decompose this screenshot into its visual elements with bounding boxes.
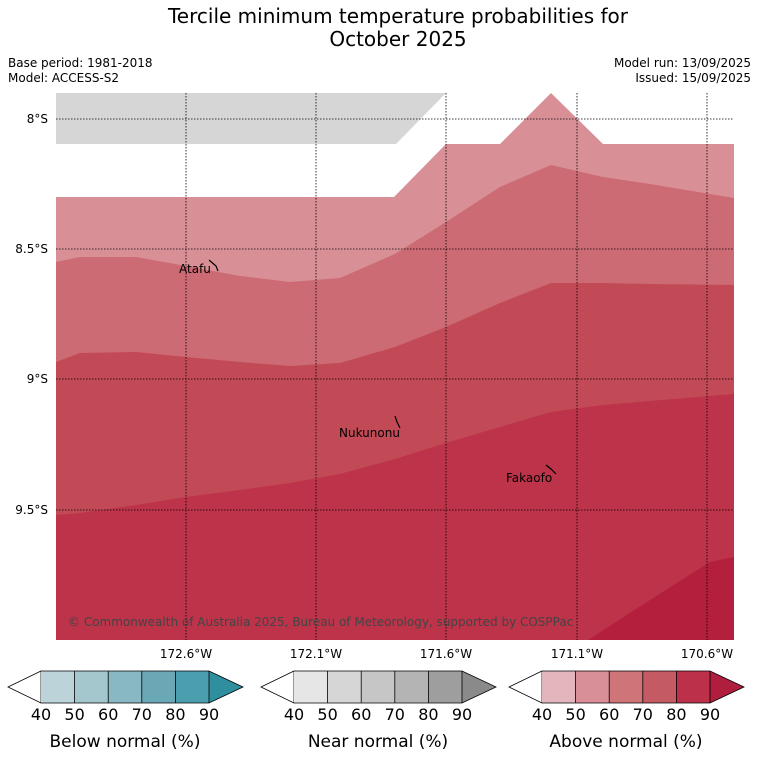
place-label-nukunonu: Nukunonu	[339, 426, 400, 440]
atoll-outlines	[208, 259, 557, 475]
colorbar-above-seg-2	[575, 671, 610, 703]
colorbar-above-label: Above normal (%)	[549, 732, 702, 752]
colorbar-near-seg-4	[394, 671, 429, 703]
title-line-1: Tercile minimum temperature probabilitie…	[167, 4, 629, 28]
model-run: Model run: 13/09/2025	[613, 56, 751, 70]
colorbar-below-seg-5	[175, 671, 209, 703]
colorbar-near-seg-1	[294, 671, 328, 703]
colorbar-near-tick-70: 70	[385, 705, 405, 724]
place-label-fakaofo: Fakaofo	[506, 471, 552, 485]
lat-axis-labels: 8°S 8.5°S 9°S 9.5°S	[15, 112, 48, 517]
chart-title: Tercile minimum temperature probabilitie…	[0, 5, 758, 51]
colorbar-below-tick-60: 60	[98, 705, 118, 724]
colorbar-below-tick-90: 90	[199, 705, 219, 724]
atafu-outline	[208, 259, 219, 272]
colorbar-below-tick-40: 40	[31, 705, 51, 724]
colorbar-above-tick-60: 60	[599, 705, 619, 724]
colorbar-near-seg-5	[428, 671, 462, 703]
colorbar-near-tick-60: 60	[351, 705, 371, 724]
meta-right: Model run: 13/09/2025 Issued: 15/09/2025	[614, 56, 751, 86]
lon-label-171-1w: 171.1°W	[551, 647, 603, 661]
colorbar-near-min-arrow	[260, 670, 295, 704]
place-label-atafu: Atafu	[179, 262, 211, 276]
lat-label-8s: 8°S	[27, 112, 48, 126]
colorbar-below-max-arrow	[209, 671, 243, 703]
colorbar-above-tick-70: 70	[633, 705, 653, 724]
colorbar-near-normal: 40 50 60 70 80 90 Near normal (%)	[260, 670, 497, 752]
colorbar-below-seg-3	[108, 671, 142, 703]
lat-label-8-5s: 8.5°S	[15, 242, 48, 256]
lat-label-9s: 9°S	[27, 372, 48, 386]
map-panel: Atafu Nukunonu Fakaofo © Commonwealth of…	[56, 93, 734, 640]
model-name: Model: ACCESS-S2	[8, 71, 120, 85]
colorbar-above-max-arrow	[710, 671, 744, 703]
colorbar-above-tick-50: 50	[565, 705, 585, 724]
colorbar-above-tick-40: 40	[532, 705, 552, 724]
colorbar-near-seg-2	[327, 671, 362, 703]
colorbar-near-tick-40: 40	[284, 705, 304, 724]
meta-left: Base period: 1981-2018 Model: ACCESS-S2	[8, 56, 153, 86]
colorbar-above-tick-80: 80	[666, 705, 686, 724]
colorbar-below-seg-2	[74, 671, 109, 703]
colorbar-above-seg-4	[642, 671, 677, 703]
colorbar-above-tick-90: 90	[700, 705, 720, 724]
colorbar-below-normal: 40 50 60 70 80 90 Below normal (%)	[7, 670, 244, 752]
issued-date: Issued: 15/09/2025	[635, 71, 751, 85]
title-line-2: October 2025	[329, 27, 467, 51]
colorbar-near-tick-90: 90	[452, 705, 472, 724]
band-above-80	[56, 394, 734, 640]
lon-axis-labels: 172.6°W 172.1°W 171.6°W 171.1°W 170.6°W	[160, 647, 733, 661]
base-period: Base period: 1981-2018	[8, 56, 153, 70]
colorbar-below-tick-80: 80	[165, 705, 185, 724]
colorbar-below-seg-1	[41, 671, 75, 703]
colorbar-above-normal: 40 50 60 70 80 90 Above normal (%)	[508, 670, 745, 752]
lon-label-172-6w: 172.6°W	[160, 647, 212, 661]
colorbar-above-seg-3	[609, 671, 643, 703]
colorbar-below-label: Below normal (%)	[50, 732, 201, 752]
nukunonu-outline	[394, 415, 401, 429]
lon-label-172-1w: 172.1°W	[290, 647, 342, 661]
colorbar-near-seg-3	[361, 671, 395, 703]
colorbar-below-min-arrow	[7, 670, 42, 704]
colorbar-near-tick-50: 50	[317, 705, 337, 724]
grey-region	[56, 93, 446, 144]
lon-label-171-6w: 171.6°W	[420, 647, 472, 661]
colorbar-above-seg-1	[542, 671, 576, 703]
colorbar-near-tick-80: 80	[418, 705, 438, 724]
lat-label-9-5s: 9.5°S	[15, 503, 48, 517]
colorbar-above-seg-5	[676, 671, 710, 703]
colorbar-near-label: Near normal (%)	[308, 732, 448, 752]
band-above-90	[588, 557, 734, 640]
gridlines	[56, 93, 734, 640]
colorbar-below-tick-50: 50	[64, 705, 84, 724]
colorbar-below-seg-4	[141, 671, 176, 703]
copyright-notice: © Commonwealth of Australia 2025, Bureau…	[68, 615, 573, 629]
colorbar-above-min-arrow	[508, 670, 543, 704]
colorbar-near-max-arrow	[462, 671, 496, 703]
lon-label-170-6w: 170.6°W	[681, 647, 733, 661]
fakaofo-outline	[545, 464, 557, 475]
colorbar-below-tick-70: 70	[132, 705, 152, 724]
